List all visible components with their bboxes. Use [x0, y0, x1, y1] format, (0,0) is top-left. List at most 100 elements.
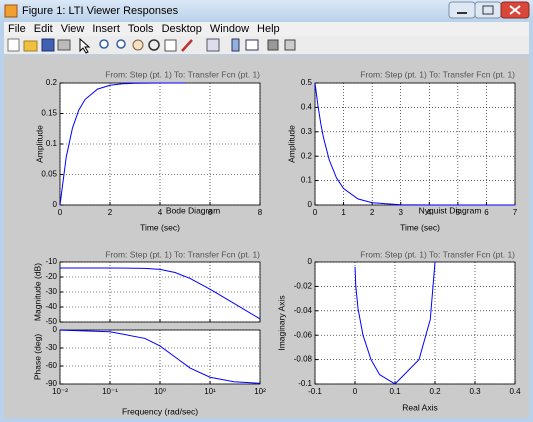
pan-icon[interactable] — [132, 39, 144, 51]
axes-title: Bode Diagram — [166, 205, 220, 215]
y-tick-label: 0 — [308, 257, 313, 266]
data-line — [354, 261, 436, 385]
print-icon[interactable] — [57, 39, 71, 51]
data-line — [59, 82, 186, 206]
close-glyph — [509, 5, 521, 15]
x-tick-label: 5 — [456, 208, 461, 217]
new-icon[interactable] — [7, 38, 20, 52]
max-glyph — [482, 5, 494, 15]
menu-item[interactable]: Desktop — [162, 23, 202, 35]
open-icon[interactable] — [23, 40, 38, 52]
y-tick-label: 0.1 — [46, 139, 58, 148]
x-axis-label: Time (sec) — [140, 222, 180, 232]
x-tick-label: -0.1 — [308, 387, 322, 396]
x-tick-label: 10¹ — [204, 387, 216, 396]
pointer-icon[interactable] — [79, 37, 91, 54]
zoom-out-icon[interactable] — [116, 39, 126, 49]
y-tick-label: -20 — [45, 272, 57, 281]
zoom-in-icon[interactable] — [99, 39, 109, 49]
x-tick-label: 4 — [427, 208, 432, 217]
x-tick-label: 2 — [370, 208, 375, 217]
window-title: Figure 1: LTI Viewer Responses — [22, 5, 179, 17]
hide-tools-icon[interactable] — [267, 39, 279, 51]
colorbar-icon[interactable] — [231, 38, 240, 52]
y-tick-label: 0.1 — [301, 176, 313, 185]
link-icon[interactable] — [206, 38, 220, 52]
y-axis-label: Amplitude — [34, 125, 44, 163]
menu-item[interactable]: Help — [257, 23, 280, 35]
y-tick-label: 0 — [308, 200, 313, 209]
y-tick-label: -90 — [45, 379, 57, 388]
x-tick-label: 0 — [313, 208, 318, 217]
y-tick-label: -0.02 — [294, 282, 313, 291]
data-line — [59, 267, 261, 320]
y-tick-label: -60 — [45, 361, 57, 370]
menu-item[interactable]: Tools — [128, 23, 154, 35]
y-axis-label: Imaginary Axis — [276, 295, 286, 350]
y-tick-label: 0.3 — [301, 127, 313, 136]
app-icon — [4, 4, 18, 18]
axes — [314, 261, 516, 385]
datacursor-icon[interactable] — [164, 39, 177, 52]
x-tick-label: 0.3 — [469, 387, 481, 396]
y-tick-label: 0 — [53, 200, 58, 209]
axes-subtitle: From: Step (pt. 1) To: Transfer Fcn (pt.… — [105, 69, 260, 79]
x-tick-label: 7 — [513, 208, 518, 217]
y-tick-label: 0.5 — [301, 78, 313, 87]
x-axis-label: Time (sec) — [400, 222, 440, 232]
x-tick-label: 10⁻² — [52, 387, 68, 396]
x-tick-label: 10⁻¹ — [102, 387, 118, 396]
x-tick-label: 10² — [254, 387, 266, 396]
y-tick-label: -0.04 — [294, 306, 313, 315]
x-tick-label: 2 — [108, 208, 113, 217]
x-tick-label: 1 — [341, 208, 346, 217]
y-tick-label: -40 — [45, 302, 57, 311]
y-tick-label: 0.15 — [41, 109, 57, 118]
y-tick-label: -0.08 — [294, 355, 313, 364]
y-tick-label: 0 — [53, 325, 58, 334]
x-tick-label: 3 — [398, 208, 403, 217]
show-tools-icon[interactable] — [284, 39, 296, 51]
save-icon[interactable] — [41, 38, 55, 52]
menu-item[interactable]: Window — [210, 23, 249, 35]
maximize-button[interactable] — [474, 1, 502, 19]
y-axis-label: Amplitude — [286, 125, 296, 163]
axes-subtitle: From: Step (pt. 1) To: Transfer Fcn (pt.… — [360, 69, 515, 79]
menu-bar — [4, 22, 529, 36]
menu-item[interactable]: Edit — [34, 23, 53, 35]
menu-item[interactable]: View — [61, 23, 85, 35]
minimize-button[interactable] — [448, 1, 476, 19]
data-line — [59, 329, 261, 384]
y-tick-label: -30 — [45, 343, 57, 352]
x-tick-label: 4 — [158, 208, 163, 217]
axes-title: Nyquist Diagram — [419, 205, 482, 215]
legend-icon[interactable] — [245, 39, 259, 51]
menu-item[interactable]: Insert — [92, 23, 120, 35]
y-tick-label: 0.4 — [301, 103, 313, 112]
x-tick-label: 0.1 — [389, 387, 401, 396]
menu: File Edit View Insert Tools Desktop Window Help — [8, 23, 280, 35]
menu-item[interactable]: File — [8, 23, 26, 35]
y-tick-label: 0.2 — [301, 151, 313, 160]
y-tick-label: -10 — [45, 257, 57, 266]
y-tick-label: 0.2 — [46, 78, 58, 87]
x-axis-label: Real Axis — [402, 402, 437, 412]
x-tick-label: 0 — [353, 387, 358, 396]
x-tick-label: 10⁰ — [154, 387, 166, 396]
y-tick-label: -0.06 — [294, 330, 313, 339]
rotate-icon[interactable] — [148, 39, 160, 51]
x-tick-label: 0.2 — [429, 387, 441, 396]
title-bar — [0, 0, 533, 22]
y-axis-label: Magnitude (dB) — [32, 263, 42, 321]
y-tick-label: -0.1 — [298, 379, 312, 388]
axes — [314, 82, 516, 206]
y-tick-label: -50 — [45, 317, 57, 326]
x-axis-label: Frequency (rad/sec) — [122, 406, 198, 416]
brush-icon[interactable] — [181, 39, 193, 52]
data-line — [314, 82, 515, 206]
axes-subtitle: From: Step (pt. 1) To: Transfer Fcn (pt.… — [105, 249, 260, 259]
y-tick-label: -30 — [45, 287, 57, 296]
y-tick-label: 0.05 — [41, 170, 57, 179]
x-tick-label: 6 — [484, 208, 489, 217]
